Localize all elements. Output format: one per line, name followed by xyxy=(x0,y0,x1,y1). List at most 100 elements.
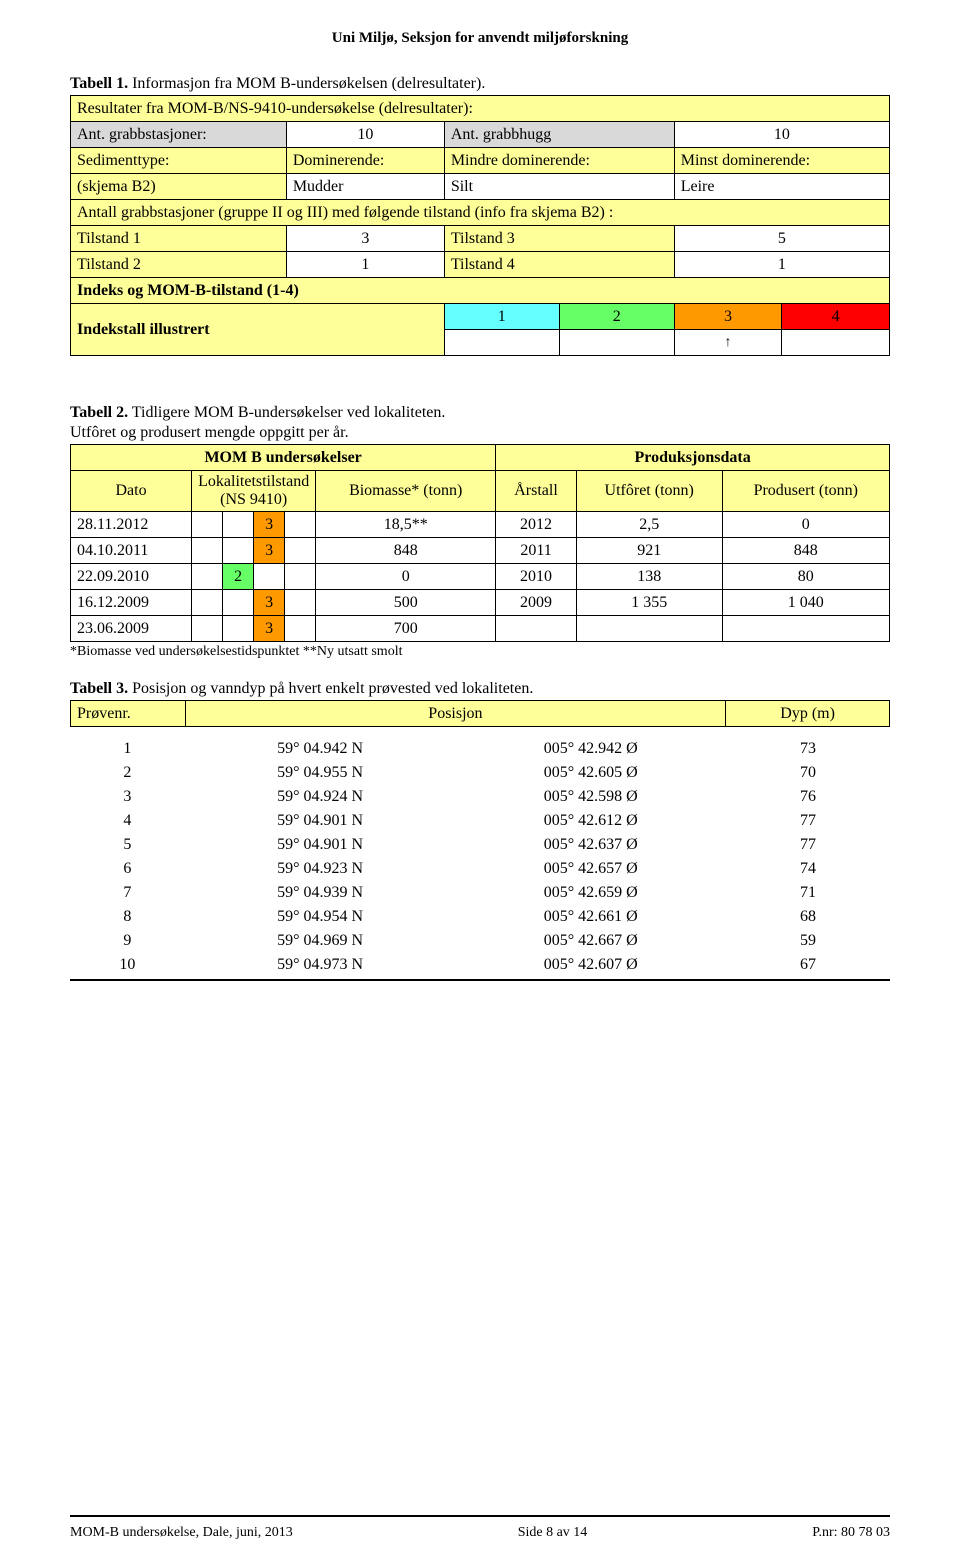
t2-row-tilstand-slot xyxy=(223,512,254,538)
t2-h-produsert: Produsert (tonn) xyxy=(722,471,889,512)
t2-row-produsert: 848 xyxy=(722,538,889,564)
t3-row-lon: 005° 42.667 Ø xyxy=(455,929,726,953)
footer-center: Side 8 av 14 xyxy=(518,1525,588,1541)
t1-r8: Indeks og MOM-B-tilstand (1-4) xyxy=(71,278,890,304)
t3-row-lat: 59° 04.942 N xyxy=(185,737,456,761)
t3-row-dyp: 76 xyxy=(726,785,890,809)
t3-row-lon: 005° 42.942 Ø xyxy=(455,737,726,761)
t3-row-n: 10 xyxy=(70,953,185,977)
t3-row-n: 4 xyxy=(70,809,185,833)
t1-r9-label: Indekstall illustrert xyxy=(71,304,445,356)
t2-row-tilstand-slot xyxy=(285,564,316,590)
t2-row-tilstand-slot: 2 xyxy=(223,564,254,590)
t3-row-n: 9 xyxy=(70,929,185,953)
t3-h1: Prøvenr. xyxy=(71,701,186,727)
t2-row-biomasse: 0 xyxy=(316,564,496,590)
table1-caption-bold: Tabell 1. xyxy=(70,75,128,92)
t2-row-dato: 04.10.2011 xyxy=(71,538,192,564)
t1-r9-1: 1 xyxy=(444,304,559,330)
t3-row-dyp: 59 xyxy=(726,929,890,953)
table3-bottom-rule xyxy=(70,979,890,981)
t1-arrow-blank1 xyxy=(444,330,559,356)
t1-r4-a: (skjema B2) xyxy=(71,174,287,200)
t1-r9-3: 3 xyxy=(674,304,782,330)
t2-row-dato: 28.11.2012 xyxy=(71,512,192,538)
t2-row-arstall: 2012 xyxy=(496,512,577,538)
t2-h-dato: Dato xyxy=(71,471,192,512)
t2-row-produsert: 0 xyxy=(722,512,889,538)
t2-row-produsert: 80 xyxy=(722,564,889,590)
t2-h-utforet: Utfôret (tonn) xyxy=(576,471,722,512)
t1-r6-d: 5 xyxy=(674,226,889,252)
t2-row-tilstand-slot: 3 xyxy=(254,538,285,564)
t2-row-tilstand-slot xyxy=(192,512,223,538)
t3-row-lon: 005° 42.657 Ø xyxy=(455,857,726,881)
t1-r4-c: Silt xyxy=(444,174,674,200)
t1-r7-a: Tilstand 2 xyxy=(71,252,287,278)
t2-row-produsert: 1 040 xyxy=(722,590,889,616)
t2-row-dato: 22.09.2010 xyxy=(71,564,192,590)
table1-caption-rest: Informasjon fra MOM B-undersøkelsen (del… xyxy=(128,75,485,92)
t3-row-dyp: 71 xyxy=(726,881,890,905)
table2-caption-line2: Utfôret og produsert mengde oppgitt per … xyxy=(70,424,890,442)
t1-r7-d: 1 xyxy=(674,252,889,278)
table3-header: Prøvenr. Posisjon Dyp (m) xyxy=(70,700,890,727)
t3-row-n: 2 xyxy=(70,761,185,785)
t2-row-biomasse: 700 xyxy=(316,616,496,642)
t2-row-dato: 16.12.2009 xyxy=(71,590,192,616)
t1-arrow: ↑ xyxy=(674,330,782,356)
t2-row-tilstand-slot: 3 xyxy=(254,512,285,538)
t1-r3-d: Minst dominerende: xyxy=(674,148,889,174)
t3-row-n: 1 xyxy=(70,737,185,761)
table2-caption-bold: Tabell 2. xyxy=(70,404,128,421)
t1-r2-b: 10 xyxy=(286,122,444,148)
t3-row-lat: 59° 04.923 N xyxy=(185,857,456,881)
t2-row-arstall xyxy=(496,616,577,642)
t1-r2-c: Ant. grabbhugg xyxy=(444,122,674,148)
t3-row-n: 5 xyxy=(70,833,185,857)
t2-row-arstall: 2010 xyxy=(496,564,577,590)
t3-row-lon: 005° 42.659 Ø xyxy=(455,881,726,905)
table2-caption: Tabell 2. Tidligere MOM B-undersøkelser … xyxy=(70,404,890,422)
footer-left: MOM-B undersøkelse, Dale, juni, 2013 xyxy=(70,1525,293,1541)
t2-row-utforet: 2,5 xyxy=(576,512,722,538)
t3-row-lat: 59° 04.924 N xyxy=(185,785,456,809)
t3-h2: Posisjon xyxy=(185,701,726,727)
t2-h-lokal: Lokalitetstilstand (NS 9410) xyxy=(192,471,316,512)
t2-row-tilstand-slot xyxy=(285,512,316,538)
t1-r3-c: Mindre dominerende: xyxy=(444,148,674,174)
t2-h-biomasse: Biomasse* (tonn) xyxy=(316,471,496,512)
t3-h3: Dyp (m) xyxy=(726,701,890,727)
t2-row-arstall: 2009 xyxy=(496,590,577,616)
t2-h-arstall: Årstall xyxy=(496,471,577,512)
t2-row-biomasse: 18,5** xyxy=(316,512,496,538)
t3-row-dyp: 70 xyxy=(726,761,890,785)
t3-row-dyp: 77 xyxy=(726,833,890,857)
t1-r7-b: 1 xyxy=(286,252,444,278)
table2-caption-rest: Tidligere MOM B-undersøkelser ved lokali… xyxy=(128,404,445,421)
t3-row-lat: 59° 04.901 N xyxy=(185,809,456,833)
t3-row-lat: 59° 04.973 N xyxy=(185,953,456,977)
t3-row-dyp: 73 xyxy=(726,737,890,761)
t2-row-biomasse: 500 xyxy=(316,590,496,616)
footer-right: P.nr: 80 78 03 xyxy=(812,1525,890,1541)
t1-r7-c: Tilstand 4 xyxy=(444,252,674,278)
t3-row-dyp: 74 xyxy=(726,857,890,881)
t1-r6-c: Tilstand 3 xyxy=(444,226,674,252)
t3-row-lat: 59° 04.939 N xyxy=(185,881,456,905)
table1-caption: Tabell 1. Informasjon fra MOM B-undersøk… xyxy=(70,75,890,93)
t1-r2-d: 10 xyxy=(674,122,889,148)
t3-row-lat: 59° 04.955 N xyxy=(185,761,456,785)
t3-row-n: 8 xyxy=(70,905,185,929)
t2-row-tilstand-slot xyxy=(192,538,223,564)
t3-row-lat: 59° 04.954 N xyxy=(185,905,456,929)
table2-footnote: *Biomasse ved undersøkelsestidspunktet *… xyxy=(70,644,890,660)
t2-row-tilstand-slot xyxy=(223,616,254,642)
t3-row-dyp: 68 xyxy=(726,905,890,929)
t3-row-lat: 59° 04.901 N xyxy=(185,833,456,857)
t2-row-tilstand-slot: 3 xyxy=(254,590,285,616)
t2-row-utforet: 921 xyxy=(576,538,722,564)
t3-row-dyp: 77 xyxy=(726,809,890,833)
t2-row-tilstand-slot xyxy=(223,538,254,564)
t2-row-utforet xyxy=(576,616,722,642)
